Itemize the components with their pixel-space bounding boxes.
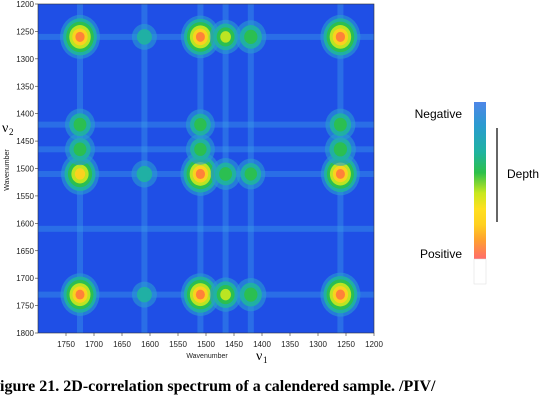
heatmap-peak (65, 108, 95, 141)
heatmap-peak (131, 281, 157, 308)
heatmap-peak (324, 132, 356, 166)
x-tick-label: 1300 (309, 340, 327, 349)
y-tick-label: 1500 (16, 165, 34, 174)
y-axis-symbol-sub: 2 (9, 127, 14, 137)
heatmap-peak (236, 158, 266, 190)
x-tick-label: 1550 (169, 340, 187, 349)
y-tick-label: 1800 (16, 329, 34, 338)
y-axis-symbol: ν (2, 121, 8, 136)
x-tick-label: 1750 (57, 340, 75, 349)
y-tick-label: 1400 (16, 110, 34, 119)
heatmap-peak (320, 152, 360, 196)
y-tick-label: 1750 (16, 302, 34, 311)
y-tick-label: 1250 (16, 27, 34, 36)
heatmap-peak (320, 14, 361, 59)
x-axis-symbol: ν (256, 349, 262, 364)
legend-color-bar (474, 102, 486, 259)
heatmap-peak (209, 19, 242, 55)
heatmap-peak (320, 272, 361, 317)
y-axis-label: Wavenumber (4, 149, 11, 191)
heatmap-peak (180, 273, 220, 317)
heatmap-peak (131, 23, 157, 50)
y-tick-label: 1450 (16, 137, 34, 146)
legend-positive-label: Positive (420, 247, 462, 261)
legend-color-bar-tail (473, 258, 487, 285)
x-tick-label: 1350 (281, 340, 299, 349)
heatmap-peak (65, 133, 95, 166)
heatmap-peak (235, 20, 267, 54)
x-axis-symbol-sub: 1 (263, 355, 268, 365)
heatmap-peak (325, 108, 356, 141)
x-tick-label: 1700 (85, 340, 103, 349)
y-axis: 1200 1250 1300 1350 1400 1450 1500 1550 1600 1650… (16, 0, 38, 338)
heatmap-peak (61, 153, 99, 195)
heatmap-streak-horizontal (38, 225, 374, 232)
x-tick-label: 1250 (337, 340, 355, 349)
legend-negative-label: Negative (415, 107, 463, 121)
x-axis: 1750 1700 1650 1600 1550 1500 1450 1400 1350 1300… (57, 333, 383, 349)
heatmap-peak (180, 151, 221, 196)
x-tick-label: 1650 (113, 340, 131, 349)
y-tick-label: 1700 (16, 274, 34, 283)
heatmap-peak (180, 15, 220, 59)
heatmap-peak (60, 14, 100, 59)
heatmap (37, 3, 375, 334)
y-tick-label: 1600 (16, 219, 34, 228)
heatmap-peak (209, 277, 242, 312)
heatmap-peak (185, 109, 215, 141)
y-tick-label: 1650 (16, 247, 34, 256)
x-axis-label: Wavenumber (186, 353, 228, 360)
legend-depth-label: Depth (507, 167, 539, 181)
heatmap-peak (235, 278, 267, 312)
y-tick-label: 1550 (16, 192, 34, 201)
x-tick-label: 1200 (365, 340, 383, 349)
legend: Negative Positive Depth (415, 102, 539, 285)
x-tick-label: 1600 (141, 340, 159, 349)
figure-caption: igure 21. 2D-correlation spectrum of a c… (0, 378, 436, 395)
heatmap-peak (210, 157, 241, 190)
y-tick-label: 1350 (16, 82, 34, 91)
y-tick-label: 1300 (16, 55, 34, 64)
heatmap-peak (60, 273, 100, 317)
x-tick-label: 1400 (253, 340, 271, 349)
x-tick-label: 1500 (197, 340, 215, 349)
heatmap-peak (131, 160, 158, 188)
heatmap-peak (185, 133, 215, 165)
x-tick-label: 1450 (225, 340, 243, 349)
y-tick-label: 1200 (16, 0, 34, 9)
